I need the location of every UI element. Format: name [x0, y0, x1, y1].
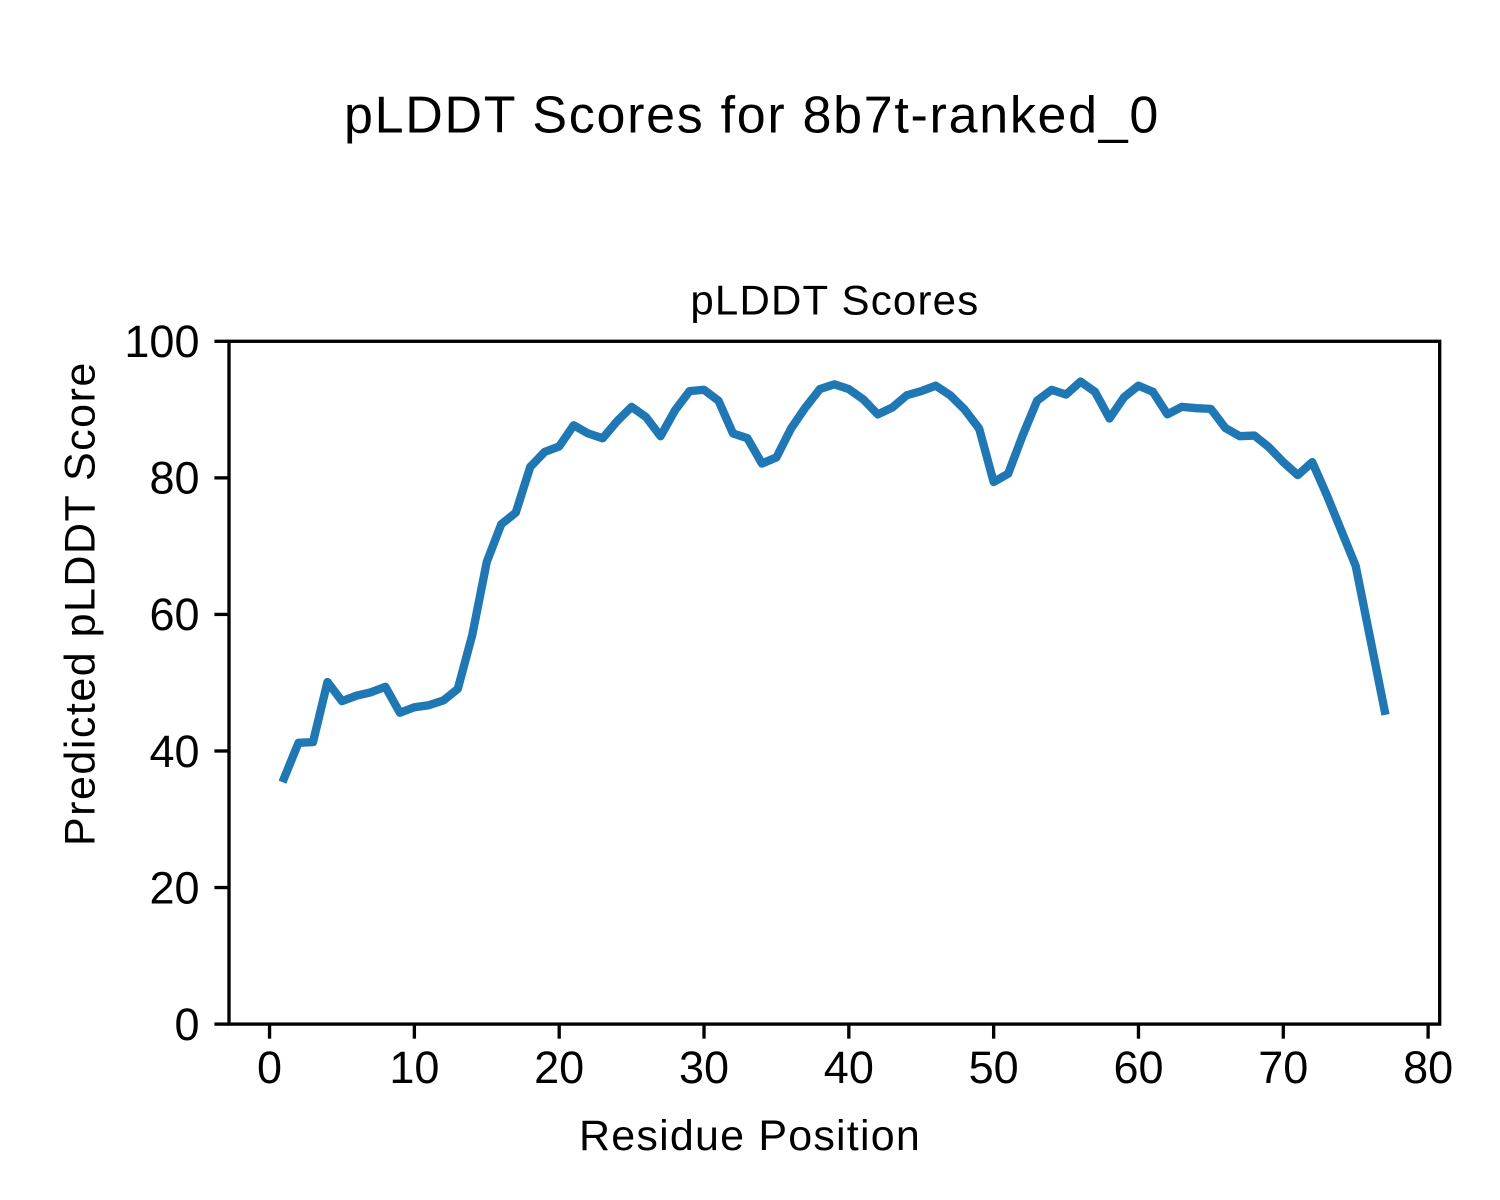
- svg-text:70: 70: [1258, 1042, 1308, 1093]
- svg-text:pLDDT Scores for 8b7t-ranked_0: pLDDT Scores for 8b7t-ranked_0: [344, 86, 1160, 144]
- svg-text:0: 0: [174, 999, 199, 1050]
- svg-text:80: 80: [149, 453, 199, 504]
- svg-text:60: 60: [149, 589, 199, 640]
- svg-text:Predicted pLDDT Score: Predicted pLDDT Score: [57, 361, 105, 846]
- svg-text:40: 40: [824, 1042, 874, 1093]
- svg-text:60: 60: [1113, 1042, 1163, 1093]
- svg-text:80: 80: [1403, 1042, 1453, 1093]
- svg-text:0: 0: [257, 1042, 282, 1093]
- svg-text:40: 40: [149, 726, 199, 777]
- svg-text:30: 30: [679, 1042, 729, 1093]
- svg-text:Residue Position: Residue Position: [579, 1112, 921, 1160]
- svg-text:20: 20: [534, 1042, 584, 1093]
- svg-text:20: 20: [149, 862, 199, 913]
- svg-text:100: 100: [124, 316, 199, 367]
- svg-text:50: 50: [969, 1042, 1019, 1093]
- svg-text:pLDDT Scores: pLDDT Scores: [690, 277, 979, 324]
- svg-text:10: 10: [389, 1042, 439, 1093]
